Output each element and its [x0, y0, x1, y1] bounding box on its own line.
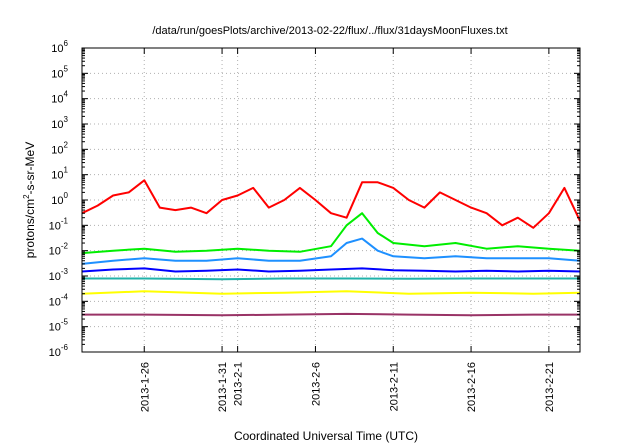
- y-tick-label: 10-1: [49, 216, 69, 232]
- y-tick-label-exp: -6: [61, 343, 69, 352]
- y-tick-label-exp: 0: [64, 191, 69, 200]
- y-tick-label-exp: -2: [61, 242, 69, 251]
- series-line: [81, 267, 581, 273]
- y-tick-label: 10-6: [49, 343, 69, 359]
- y-tick-label-base: 10: [51, 68, 63, 80]
- series-line: [82, 277, 580, 281]
- series-group: [81, 179, 581, 317]
- x-tick-label: 2013-2-6: [310, 362, 322, 406]
- y-tick-label-base: 10: [51, 119, 63, 131]
- y-tick-label-exp: 2: [64, 140, 69, 149]
- y-tick-label: 10-4: [49, 292, 69, 308]
- y-tick-label-base: 10: [51, 195, 63, 207]
- y-tick-label-base: 10: [49, 246, 61, 258]
- x-tick-label: 2013-2-11: [388, 362, 400, 411]
- y-tick-label-base: 10: [51, 94, 63, 106]
- y-tick-label-base: 10: [49, 347, 61, 359]
- y-tick-label: 10-3: [49, 267, 69, 283]
- y-tick-label: 10-5: [49, 318, 69, 334]
- grid: [82, 48, 580, 352]
- series-line: [81, 237, 581, 265]
- y-axis-label: protons/cm2-s-sr-MeV: [22, 142, 37, 258]
- y-tick-label: 103: [51, 115, 68, 131]
- y-tick-label-exp: -1: [61, 216, 69, 225]
- x-tick-label: 2013-2-16: [466, 362, 478, 412]
- y-axis-label-main: protons/cm: [23, 199, 37, 258]
- chart-title: /data/run/goesPlots/archive/2013-02-22/f…: [152, 25, 507, 37]
- series-line: [82, 312, 580, 317]
- series-line: [81, 290, 581, 295]
- y-axis-label-rest: -s-sr-MeV: [23, 142, 37, 195]
- x-tick-label: 2013-2-21: [544, 362, 556, 412]
- y-tick-label-exp: 1: [64, 166, 69, 175]
- y-tick-label-base: 10: [51, 144, 63, 156]
- y-tick-label-base: 10: [49, 271, 61, 283]
- y-tick-label: 101: [51, 166, 68, 182]
- series-line: [81, 212, 581, 255]
- y-tick-label-base: 10: [51, 170, 63, 182]
- x-tick-label: 2013-1-31: [217, 362, 229, 412]
- y-tick-label: 10-2: [49, 242, 69, 258]
- y-tick-label: 100: [51, 191, 68, 207]
- y-tick-label-exp: 6: [64, 39, 69, 48]
- y-tick-label-exp: 5: [64, 64, 69, 73]
- x-tick-label: 2013-2-1: [233, 362, 245, 406]
- series-line: [81, 179, 581, 229]
- y-tick-label-base: 10: [49, 322, 61, 334]
- y-tick-label: 106: [51, 39, 68, 55]
- y-tick-label-exp: -5: [61, 318, 69, 327]
- y-tick-label: 104: [51, 90, 68, 106]
- x-tick-label: 2013-1-26: [139, 362, 151, 412]
- y-tick-label-base: 10: [49, 220, 61, 232]
- ticks: 10-610-510-410-310-210-11001011021031041…: [49, 39, 580, 412]
- y-tick-label-base: 10: [49, 296, 61, 308]
- y-axis-label-sup: 2: [22, 194, 31, 199]
- y-tick-label-exp: -4: [61, 292, 69, 301]
- y-tick-label-exp: 4: [64, 90, 69, 99]
- y-tick-label-exp: 3: [64, 115, 69, 124]
- y-tick-label: 102: [51, 140, 68, 156]
- y-tick-label-exp: -3: [61, 267, 69, 276]
- x-axis-label: Coordinated Universal Time (UTC): [234, 429, 418, 443]
- y-tick-label: 105: [51, 64, 68, 80]
- y-tick-label-base: 10: [51, 43, 63, 55]
